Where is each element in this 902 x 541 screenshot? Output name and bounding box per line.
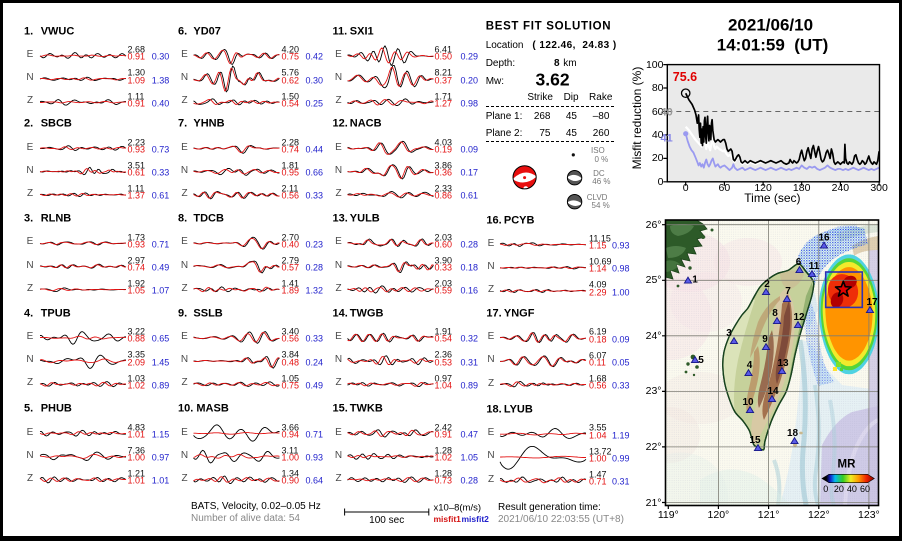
svg-text:0: 0	[823, 484, 828, 494]
svg-text:60: 60	[860, 484, 870, 494]
svg-text:5: 5	[698, 355, 704, 366]
svg-text:12: 12	[793, 312, 805, 323]
svg-text:18: 18	[787, 428, 799, 439]
svg-text:10: 10	[742, 397, 754, 408]
svg-text:17: 17	[866, 297, 878, 308]
svg-text:40: 40	[847, 484, 857, 494]
svg-text:13: 13	[777, 358, 789, 369]
svg-text:2: 2	[764, 279, 770, 290]
svg-text:6: 6	[796, 257, 802, 268]
svg-text:20: 20	[834, 484, 844, 494]
svg-text:14: 14	[767, 386, 779, 397]
svg-text:3: 3	[726, 328, 732, 339]
svg-text:7: 7	[785, 286, 791, 297]
svg-text:8: 8	[772, 308, 778, 319]
svg-text:9: 9	[762, 334, 768, 345]
svg-text:MR: MR	[838, 458, 857, 470]
svg-text:16: 16	[818, 233, 830, 244]
svg-text:1: 1	[692, 275, 698, 286]
svg-text:4: 4	[747, 360, 753, 371]
svg-text:11: 11	[809, 261, 820, 272]
svg-text:15: 15	[749, 435, 761, 446]
